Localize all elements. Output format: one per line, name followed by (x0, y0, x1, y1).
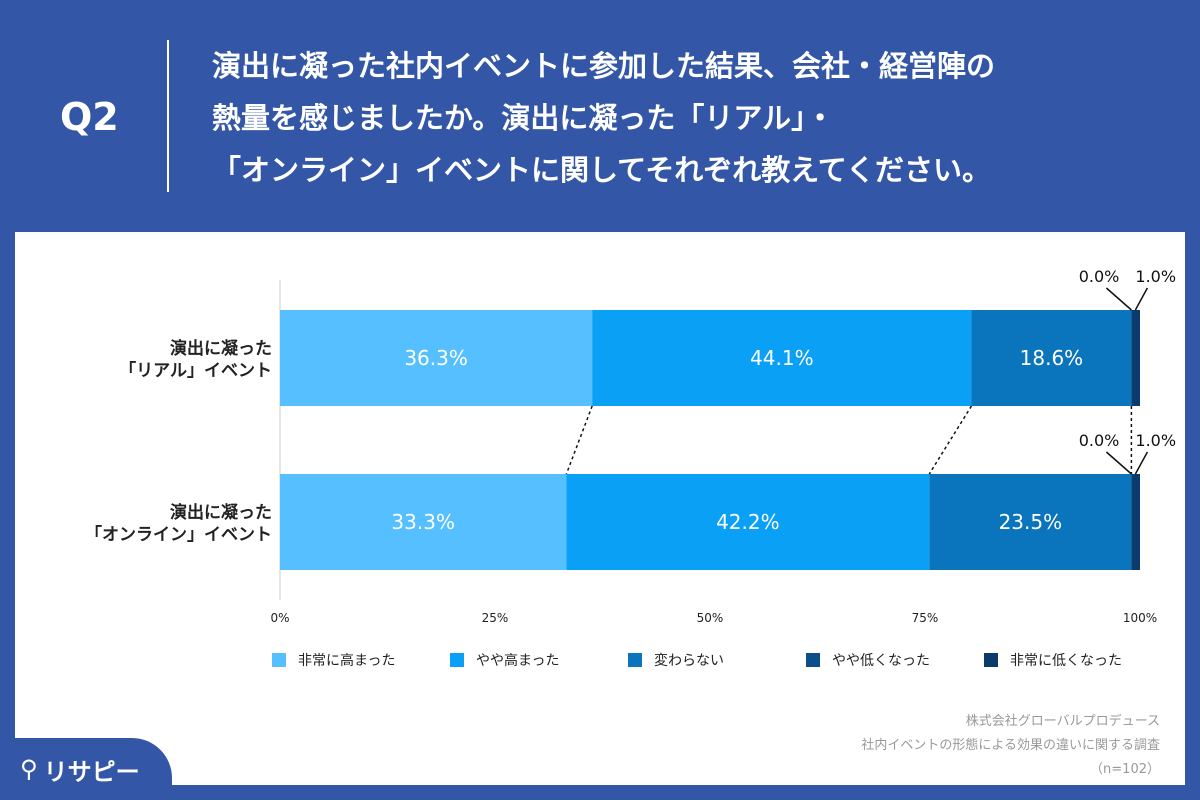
source-company: 株式会社グローバルプロデュース (965, 714, 1160, 729)
legend-swatch (806, 653, 820, 667)
x-tick-label: 50% (697, 611, 724, 625)
data-label: 42.2% (716, 510, 780, 534)
legend-label: 変わらない (654, 653, 724, 669)
logo: ⚲ リサピー (0, 738, 172, 800)
bar-segment (566, 474, 930, 570)
legend-item: 非常に低くなった (984, 650, 1162, 670)
bar-segment (971, 310, 1132, 406)
x-tick-label: 0% (270, 611, 289, 625)
data-label: 33.3% (391, 510, 455, 534)
logo-pin-icon: ⚲ (20, 755, 38, 783)
data-label: 23.5% (999, 510, 1063, 534)
data-label: 1.0% (1135, 267, 1176, 286)
data-label: 44.1% (750, 346, 814, 370)
legend-label: やや低くなった (832, 653, 930, 669)
x-tick-label: 100% (1123, 611, 1157, 625)
bar-segment (1131, 310, 1140, 406)
data-label: 1.0% (1135, 431, 1176, 450)
leader-line (1105, 451, 1132, 475)
divider (167, 40, 169, 192)
category-label: 演出に凝った (170, 338, 272, 359)
category-label: 「オンライン」イベント (85, 524, 272, 545)
data-label: 36.3% (404, 346, 468, 370)
legend-swatch (450, 653, 464, 667)
legend-item: 変わらない (628, 650, 806, 670)
legend-label: 非常に高まった (298, 653, 396, 669)
connector-line (565, 405, 593, 475)
legend-swatch (272, 653, 286, 667)
data-label: 0.0% (1079, 267, 1120, 286)
data-label: 18.6% (1020, 346, 1084, 370)
connector-line (928, 405, 973, 475)
question-number: Q2 (60, 95, 119, 139)
category-label: 「リアル」イベント (119, 360, 272, 381)
x-tick-label: 25% (482, 611, 509, 625)
bar-segment (280, 310, 593, 406)
legend-label: 非常に低くなった (1010, 653, 1122, 669)
bar-segment (1131, 474, 1140, 570)
bar-segment (280, 474, 567, 570)
legend: 非常に高まった やや高まった 変わらない やや低くなった 非常に低くなった (272, 650, 1162, 670)
legend-item: やや低くなった (806, 650, 984, 670)
legend-label: やや高まった (476, 653, 560, 669)
legend-item: 非常に高まった (272, 650, 450, 670)
leader-line (1134, 451, 1149, 475)
source-survey: 社内イベントの形態による効果の違いに関する調査 (861, 738, 1160, 753)
bar-segment (929, 474, 1132, 570)
legend-item: やや高まった (450, 650, 628, 670)
legend-swatch (628, 653, 642, 667)
bar-segment (592, 310, 972, 406)
question-title: 演出に凝った社内イベントに参加した結果、会社・経営陣の 熱量を感じましたか。演出… (212, 49, 996, 187)
legend-swatch (984, 653, 998, 667)
source-note: 株式会社グローバルプロデュース 社内イベントの形態による効果の違いに関する調査 … (861, 710, 1160, 782)
data-label: 0.0% (1079, 431, 1120, 450)
leader-line (1105, 287, 1132, 311)
category-label: 演出に凝った (170, 502, 272, 523)
x-tick-label: 75% (912, 611, 939, 625)
source-sample: （n=102） (1090, 762, 1160, 777)
leader-line (1134, 287, 1149, 311)
